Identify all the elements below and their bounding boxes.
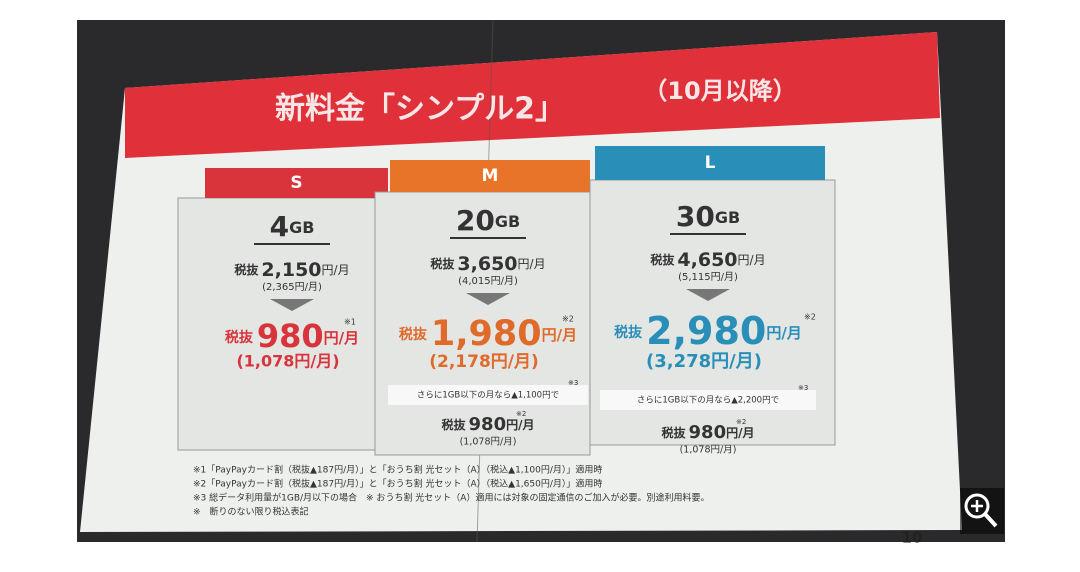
price-unit: 円/月 (542, 326, 577, 344)
condition-box (600, 390, 816, 410)
new-price-note: ※2 (804, 313, 816, 322)
plan-data: 4GB (270, 210, 315, 243)
new-price-note: ※1 (344, 318, 356, 327)
plan-header (390, 160, 590, 192)
old-price-value: 2,150 (261, 259, 321, 281)
new-price: 税抜 980円/月 (225, 317, 359, 355)
discount-price-value: 980 (469, 414, 507, 435)
footnote: ※3 総データ利用量が1GB/月以下の場合 ※ おうち割 光セット（A）適用には… (193, 492, 709, 504)
tax-label: 税抜 (225, 329, 254, 346)
condition-note: ※3 (568, 379, 578, 387)
old-price: 税抜 2,150円/月 (234, 259, 349, 281)
tax-label: 税抜 (399, 326, 428, 343)
old-price-value: 4,650 (677, 249, 737, 271)
data-unit: GB (715, 208, 740, 227)
down-arrow (466, 293, 510, 305)
old-price-incl: (4,015円/月) (458, 275, 518, 287)
slide-header (125, 32, 940, 158)
new-price-incl: (1,078円/月) (236, 352, 339, 371)
discount-price: 税抜 980円/月 (442, 414, 535, 435)
new-price-value: 980 (257, 317, 324, 355)
tax-label: 税抜 (614, 324, 643, 341)
zoom-icon-handle[interactable] (983, 512, 998, 528)
price-unit: 円/月 (738, 253, 766, 267)
slide-title: 新料金「シンプル2」 (275, 92, 565, 127)
data-unit: GB (495, 212, 520, 231)
condition-note: ※3 (798, 384, 808, 392)
new-price: 税抜 2,980円/月 (614, 309, 802, 353)
price-unit: 円/月 (518, 257, 546, 271)
condition-box (388, 385, 588, 405)
new-price-incl: (3,278円/月) (646, 351, 762, 372)
tax-label: 税抜 (662, 425, 687, 440)
price-unit: 円/月 (506, 418, 534, 432)
data-amount: 30 (676, 200, 715, 233)
zoom-icon[interactable] (964, 493, 990, 519)
footnotes: ※1「PayPayカード割（税抜▲187円/月）」と「おうち割 光セット（A）（… (193, 464, 709, 518)
discount-price-note: ※2 (736, 418, 746, 426)
discount-price-incl: (1,078円/月) (460, 437, 517, 448)
plan-body (374, 191, 591, 456)
discount-price-value: 980 (689, 422, 727, 443)
plan-name: M (482, 166, 499, 186)
old-price-incl: (5,115円/月) (678, 271, 738, 283)
old-price: 税抜 4,650円/月 (650, 249, 765, 271)
plan-name: L (705, 153, 716, 173)
plan-header (205, 168, 388, 198)
old-price-incl: (2,365円/月) (262, 281, 322, 293)
plan-data: 30GB (676, 200, 740, 233)
tax-label: 税抜 (234, 262, 259, 277)
plan-data: 20GB (456, 204, 520, 237)
price-unit: 円/月 (322, 263, 350, 277)
tax-label: 税抜 (442, 417, 467, 432)
slide-subtitle: （10月以降） (643, 77, 796, 105)
data-unit: GB (289, 218, 314, 237)
footnote: ※ 断りのない限り税込表記 (193, 506, 309, 518)
old-price-value: 3,650 (457, 253, 517, 275)
zoom-button[interactable] (960, 488, 1004, 534)
price-unit: 円/月 (324, 329, 359, 347)
tax-label: 税抜 (650, 252, 675, 267)
new-price-value: 2,980 (646, 309, 766, 353)
old-price: 税抜 3,650円/月 (430, 253, 545, 275)
discount-price-note: ※2 (516, 410, 526, 418)
new-price-incl: (2,178円/月) (429, 352, 539, 372)
discount-price: 税抜 980円/月 (662, 422, 755, 443)
data-amount: 4 (270, 210, 289, 243)
down-arrow (686, 289, 730, 301)
price-unit: 円/月 (726, 426, 754, 440)
discount-price-incl: (1,078円/月) (680, 445, 737, 456)
tax-label: 税抜 (430, 256, 455, 271)
condition: さらに1GB以下の月なら▲1,100円で (417, 391, 559, 401)
new-price-value: 1,980 (431, 314, 542, 354)
new-price: 税抜 1,980円/月 (399, 314, 577, 354)
page-number: 10 (902, 529, 923, 547)
plan-name: S (290, 173, 302, 193)
condition: さらに1GB以下の月なら▲2,200円で (637, 396, 779, 406)
down-arrow (270, 299, 314, 311)
footnote: ※2「PayPayカード割（税抜▲187円/月）」と「おうち割 光セット（A）（… (193, 478, 602, 490)
price-unit: 円/月 (766, 324, 801, 342)
footnote: ※1「PayPayカード割（税抜▲187円/月）」と「おうち割 光セット（A）（… (193, 464, 602, 476)
data-amount: 20 (456, 204, 495, 237)
plan-body (177, 197, 376, 451)
new-price-note: ※2 (562, 315, 574, 324)
plan-header (595, 146, 825, 180)
